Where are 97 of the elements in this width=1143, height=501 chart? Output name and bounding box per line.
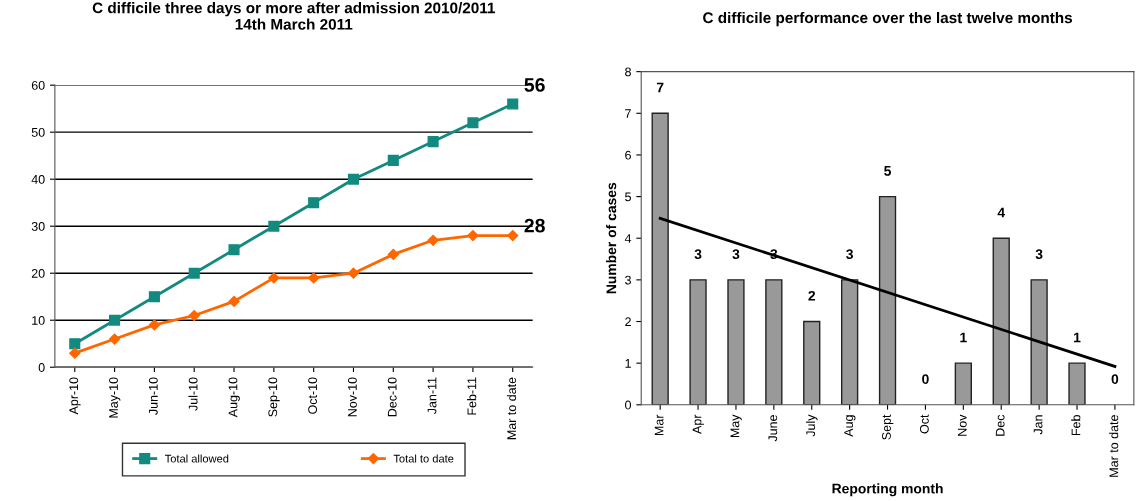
x-axis-title: Reporting month [832,483,943,497]
x-tick-label: May [730,414,742,438]
y-tick-label: 0 [38,363,45,372]
x-tick-label: Feb [1071,415,1081,436]
bar [1030,279,1048,405]
chart-title: C difficile three days or more after admission 2010/2011 [92,2,496,17]
data-label: 4 [997,207,1006,218]
x-tick-label: Aug [844,415,856,437]
annotation: 28 [524,218,545,233]
point [427,234,439,246]
x-tick-label: July [805,414,818,437]
point [69,347,81,359]
x-tick-label: Feb-11 [467,377,477,415]
bar [727,279,745,405]
point [347,173,360,185]
y-axis-title: Number of cases [606,182,617,294]
x-tick-label: Nov [957,414,967,436]
x-tick-label: Mar [654,414,664,436]
data-label: 0 [922,374,929,385]
data-label: 2 [808,290,816,301]
point [268,272,280,284]
point [387,154,399,166]
bar [651,112,669,405]
x-tick-label: Dec [995,414,1005,436]
x-tick-label: Apr-10 [69,377,81,415]
bar [765,279,783,405]
point [507,98,519,110]
legend-label: Total to date [393,454,454,463]
x-tick-label: Aug-10 [228,377,240,418]
chart-title: C difficile performance over the last twelve months [703,11,1072,27]
y-tick-label: 0 [625,400,632,410]
bar [992,237,1010,405]
point [188,267,200,279]
point [69,338,81,350]
point [427,136,439,148]
point [148,291,160,303]
y-tick-label: 20 [31,269,45,278]
x-tick-label: Sep-10 [268,377,280,417]
y-tick-label: 50 [31,127,45,137]
point [308,197,320,209]
y-tick-label: 4 [624,234,632,243]
y-tick-label: 2 [625,317,631,327]
y-tick-label: 7 [625,109,631,118]
point [387,248,399,261]
x-tick-label: Nov-10 [347,377,357,417]
point [507,229,519,242]
point [308,272,320,284]
bar [840,279,859,405]
x-tick-label: May-10 [109,377,121,418]
data-label: 5 [884,166,892,176]
annotation: 56 [524,78,545,92]
point [347,267,360,279]
point [188,309,200,322]
data-label: 0 [1111,374,1119,385]
data-label: 7 [656,82,664,93]
data-label: 3 [694,249,702,260]
bar [803,320,821,405]
point [109,314,121,326]
point [228,295,240,308]
x-tick-label: Jan-11 [427,377,437,415]
point [467,229,479,242]
bar [878,195,897,405]
point [228,244,240,256]
y-tick-label: 10 [32,316,45,325]
point [148,319,161,331]
x-tick-label: Mar to date [506,377,517,440]
x-tick-label: Jul-10 [188,377,198,411]
x-tick-label: Oct-10 [308,377,318,414]
y-tick-label: 40 [31,174,45,184]
x-tick-label: Sept [882,414,894,440]
x-tick-label: Jan [1033,415,1043,435]
data-label: 3 [1035,249,1043,260]
point [268,220,280,232]
x-tick-label: June [768,415,778,442]
data-label: 3 [846,249,854,260]
y-tick-label: 3 [625,275,631,285]
y-tick-label: 8 [625,67,631,77]
y-tick-label: 5 [625,192,631,202]
y-tick-label: 1 [625,359,631,368]
bar [954,362,972,405]
x-tick-label: Mar to date [1109,415,1119,477]
x-tick-label: Oct [919,414,929,434]
data-label: 3 [732,249,740,260]
legend-label: Total allowed [164,454,229,463]
data-label: 1 [1074,332,1081,343]
y-tick-label: 60 [31,80,45,90]
bar [1068,362,1086,405]
x-tick-label: Jun-10 [148,377,158,415]
point [108,333,121,345]
y-tick-label: 6 [625,150,631,160]
y-tick-label: 30 [31,222,45,231]
x-tick-label: Dec-10 [387,377,397,417]
bar [689,279,707,405]
data-label: 1 [960,332,967,343]
point [467,117,479,129]
x-tick-label: Apr [692,414,704,434]
chart-subtitle: 14th March 2011 [235,18,353,30]
